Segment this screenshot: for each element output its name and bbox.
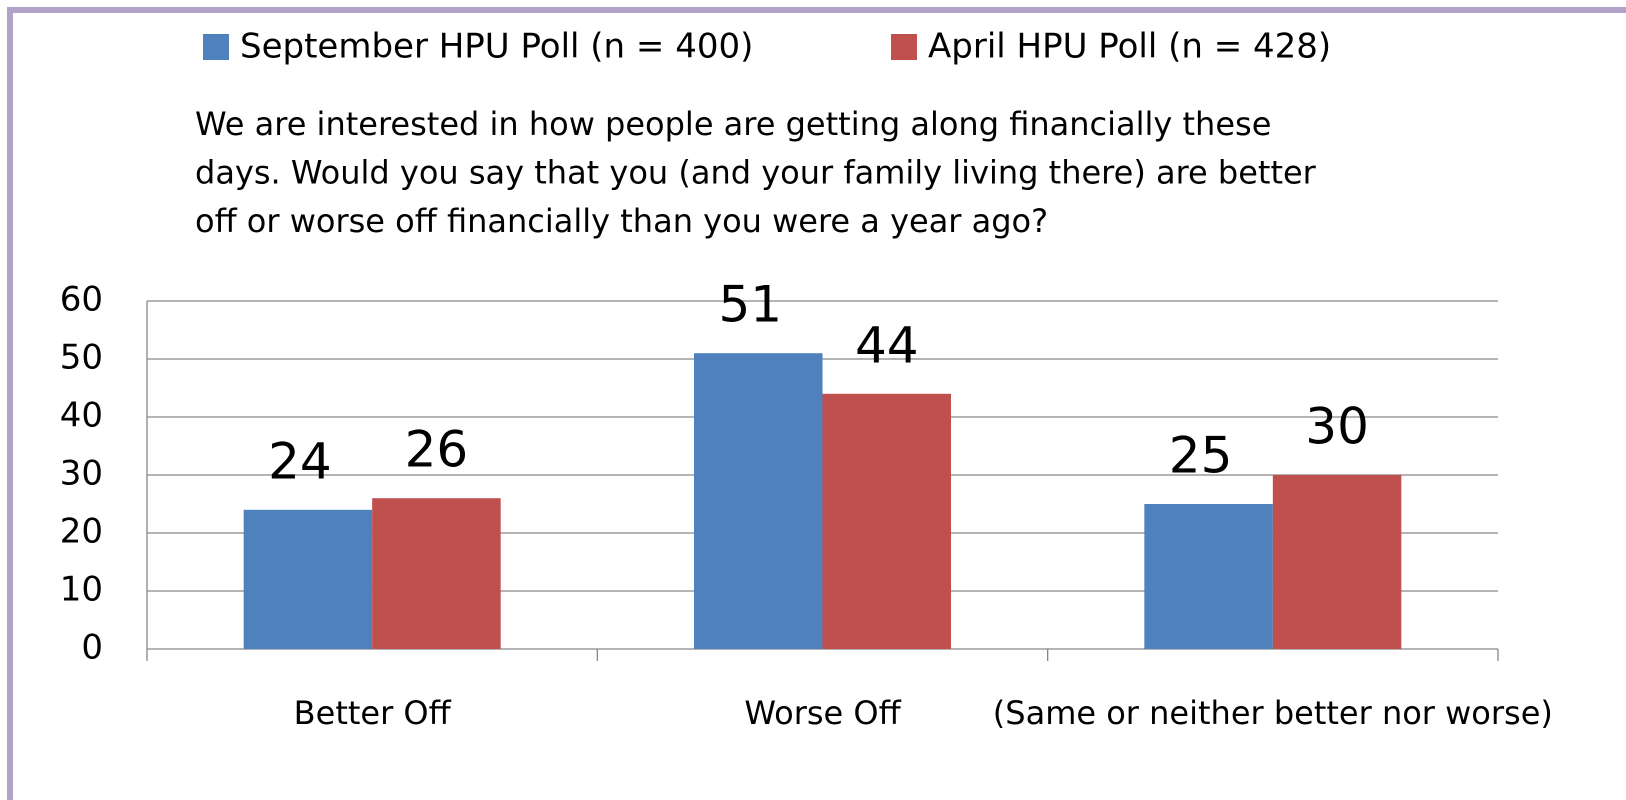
- data-label: 26: [405, 421, 469, 479]
- x-tick-label: (Same or neither better nor worse): [993, 694, 1553, 732]
- x-tick-label: Better Off: [294, 694, 452, 732]
- x-tick-label: Worse Off: [744, 694, 901, 732]
- y-tick-label: 60: [60, 280, 103, 320]
- data-label: 51: [718, 276, 782, 334]
- data-label: 44: [855, 316, 919, 374]
- subtitle: days. Would you say that you (and your f…: [195, 154, 1317, 192]
- bar: [1144, 504, 1273, 649]
- y-tick-label: 10: [60, 570, 103, 610]
- bar: [694, 353, 823, 649]
- legend-swatch: [891, 34, 917, 60]
- bar: [1272, 475, 1402, 649]
- y-tick-label: 20: [60, 512, 103, 552]
- y-tick-label: 0: [81, 628, 103, 668]
- y-tick-label: 50: [60, 338, 103, 378]
- subtitle: off or worse off financially than you we…: [195, 202, 1048, 240]
- bar: [243, 509, 373, 649]
- frame: [7, 7, 1626, 800]
- subtitle: We are interested in how people are gett…: [195, 105, 1271, 143]
- y-tick-label: 30: [60, 454, 103, 494]
- data-label: 30: [1305, 398, 1369, 456]
- bar: [372, 498, 501, 649]
- data-label: 24: [268, 432, 332, 490]
- legend-label: September HPU Poll (n = 400): [240, 27, 753, 67]
- y-tick-label: 40: [60, 396, 103, 436]
- bar: [822, 393, 951, 649]
- data-label: 25: [1169, 427, 1233, 485]
- legend-label: April HPU Poll (n = 428): [928, 27, 1331, 67]
- legend-swatch: [203, 34, 229, 60]
